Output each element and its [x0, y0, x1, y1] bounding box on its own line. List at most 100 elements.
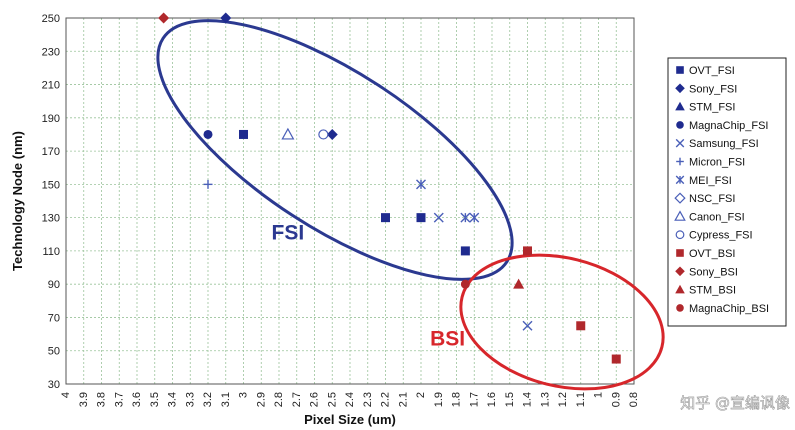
legend-marker-stm-bsi: [675, 284, 685, 294]
point-ovt-fsi: [381, 213, 390, 223]
y-tick-label: 150: [42, 179, 60, 191]
legend-label-ovt-bsi: OVT_BSI: [689, 248, 735, 260]
legend-marker-canon-fsi: [674, 210, 686, 221]
x-tick-label: 3.6: [131, 392, 143, 407]
legend-label-mei-fsi: MEI_FSI: [689, 175, 732, 187]
x-tick-label: 1.1: [575, 392, 587, 407]
x-tick-label: 4: [60, 392, 72, 398]
y-tick-labels: 30 50 70 90 110 130 150 170 190 210 230 250: [42, 13, 60, 391]
legend-label-magnachip-bsi: MagnaChip_BSI: [689, 303, 769, 315]
legend-marker-micron-fsi: [676, 157, 684, 166]
x-tick-label: 1: [593, 392, 605, 398]
point-canon-fsi: [281, 127, 295, 140]
point-sony-fsi: [326, 128, 338, 140]
legend-label-nsc-fsi: NSC_FSI: [689, 193, 735, 205]
x-tick-label: 1.2: [557, 392, 569, 407]
legend-marker-ovt-fsi: [676, 66, 684, 74]
legend-marker-samsung-fsi: [675, 138, 685, 148]
point-ovt-bsi: [523, 246, 532, 256]
legend-box: [667, 57, 787, 327]
y-tick-label: 170: [42, 146, 60, 158]
y-tick-label: 250: [42, 13, 60, 25]
point-ovt-fsi: [416, 213, 426, 223]
x-tick-label: 1.4: [522, 392, 534, 407]
point-mei-fsi: [460, 212, 471, 223]
point-ovt-bsi: [576, 321, 586, 331]
x-tick-label: 3: [238, 392, 250, 398]
x-tick-labels: 4 3.9 3.8 3.7 3.6 3.5 3.4 3.3 3.2 3.1 3 2.9 2.8 2.7 2.…: [60, 392, 640, 407]
data-points: [158, 12, 621, 364]
plot-border: [65, 17, 635, 385]
x-tick-label: 3.8: [96, 392, 108, 407]
legend-marker-ovt-bsi: [676, 249, 684, 257]
legend-marker-nsc-fsi: [674, 192, 686, 204]
point-samsung-fsi: [433, 212, 444, 223]
x-tick-label: 3.1: [220, 392, 232, 407]
watermark: 知乎 @宣编讽像: [680, 394, 790, 412]
legend-label-sony-bsi: Sony_BSI: [689, 266, 738, 278]
legend-marker-magnachip-bsi: [676, 304, 684, 312]
y-tick-label: 90: [48, 279, 60, 291]
legend-marker-cypress-fsi: [675, 230, 685, 240]
x-tick-label: 2.7: [291, 392, 303, 407]
y-tick-label: 210: [42, 80, 60, 92]
point-cypress-fsi: [318, 129, 329, 140]
x-tick-label: 1.3: [539, 392, 551, 407]
x-tick-label: 3.3: [184, 392, 196, 407]
x-tick-label: 1.7: [468, 392, 480, 407]
x-tick-label: 2.6: [309, 392, 321, 407]
legend-label-micron-fsi: Micron_FSI: [689, 157, 745, 169]
x-tick-label: 3.9: [78, 392, 90, 407]
x-tick-label: 2.4: [344, 392, 356, 407]
point-mei-fsi: [469, 212, 480, 223]
legend: OVT_FSI Sony_FSI STM_FSI MagnaChip_FSI Samsu…: [674, 65, 769, 315]
y-tick-label: 110: [42, 246, 60, 258]
point-ovt-bsi: [611, 354, 621, 364]
x-tick-label: 2.3: [362, 392, 374, 407]
point-magnachip-bsi: [460, 279, 470, 289]
y-tick-label: 50: [48, 346, 60, 358]
legend-marker-sony-bsi: [675, 266, 685, 277]
legend-label-stm-bsi: STM_BSI: [689, 285, 736, 297]
x-tick-label: 2.5: [326, 392, 338, 407]
x-axis-title: Pixel Size (um): [304, 412, 396, 427]
point-sony-fsi: [220, 12, 232, 24]
y-axis-title: Technology Node (nm): [10, 131, 25, 271]
y-tick-label: 30: [48, 379, 60, 391]
x-tick-label: 3.4: [167, 392, 179, 407]
legend-marker-magnachip-fsi: [676, 121, 684, 129]
x-tick-label: 3.7: [113, 392, 125, 407]
x-tick-label: 1.5: [504, 392, 516, 407]
legend-marker-sony-fsi: [675, 83, 685, 94]
legend-marker-stm-fsi: [675, 101, 685, 111]
x-tick-label: 3.2: [202, 392, 214, 407]
y-tick-label: 130: [42, 213, 60, 225]
point-ovt-fsi: [460, 246, 470, 256]
x-tick-label: 1.6: [486, 392, 498, 407]
region-bsi-ellipse: [459, 253, 665, 391]
point-samsung-fsi: [522, 320, 533, 331]
y-tick-label: 190: [42, 113, 60, 125]
point-micron-fsi: [203, 179, 213, 189]
x-tick-label: 0.8: [628, 392, 640, 407]
legend-label-stm-fsi: STM_FSI: [689, 102, 735, 114]
region-fsi-label: FSI: [272, 221, 305, 244]
region-bsi-label: BSI: [430, 328, 465, 351]
y-tick-label: 230: [42, 46, 60, 58]
point-stm-bsi: [513, 278, 525, 289]
point-magnachip-fsi: [203, 129, 213, 139]
regions: FSI BSI: [156, 19, 665, 391]
x-tick-label: 2: [415, 392, 427, 398]
legend-label-magnachip-fsi: MagnaChip_FSI: [689, 120, 769, 132]
x-tick-label: 2.9: [255, 392, 267, 407]
x-tick-label: 1.9: [433, 392, 445, 407]
x-tick-label: 2.2: [380, 392, 392, 407]
legend-marker-mei-fsi: [675, 175, 685, 185]
y-tick-label: 70: [48, 312, 60, 324]
x-tick-label: 2.8: [273, 392, 285, 407]
legend-label-ovt-fsi: OVT_FSI: [689, 65, 735, 77]
plot-area: [66, 18, 634, 384]
x-tick-label: 1.8: [451, 392, 463, 407]
point-sony-bsi: [158, 12, 170, 24]
